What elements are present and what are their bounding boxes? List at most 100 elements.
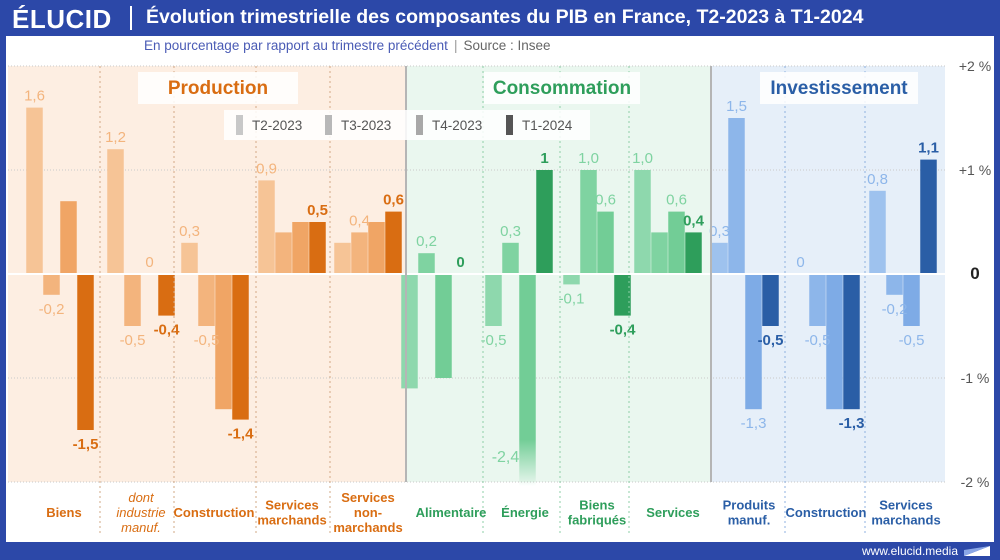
data-label: 0,6 — [383, 192, 404, 209]
bar — [869, 190, 886, 274]
bar — [843, 274, 860, 410]
data-label: -1,5 — [73, 436, 99, 453]
bar — [258, 180, 275, 274]
y-tick-label: +1 % — [959, 162, 991, 178]
bar — [597, 211, 614, 274]
y-tick-label: -2 % — [961, 474, 990, 490]
category-label-line: Services — [341, 490, 395, 505]
data-label: 1,0 — [578, 150, 599, 167]
bar — [762, 274, 779, 326]
logo-divider — [130, 6, 132, 30]
bar — [668, 211, 685, 274]
chart-subtitle: En pourcentage par rapport au trimestre … — [144, 38, 551, 53]
category-label-line: Services — [265, 498, 319, 513]
header-bar: ÉLUCID Évolution trimestrielle des compo… — [0, 0, 1000, 36]
bar — [920, 159, 937, 274]
category-label-line: Alimentaire — [416, 505, 487, 520]
bar — [536, 170, 553, 274]
category-label-line: marchands — [257, 513, 326, 528]
data-label: 1,2 — [105, 129, 126, 146]
data-label: 1,1 — [918, 140, 939, 157]
production-title: Production — [168, 78, 268, 99]
data-label: 0 — [796, 254, 804, 271]
bar — [435, 274, 452, 378]
bar — [292, 222, 309, 274]
data-label: -1,3 — [741, 415, 767, 432]
data-label: 0,4 — [683, 212, 705, 229]
data-label: 0,3 — [709, 223, 730, 240]
subtitle-separator: | — [453, 38, 458, 53]
legend-swatch — [325, 115, 332, 135]
category-label: Services non-marchands — [333, 490, 402, 535]
legend-label: T2-2023 — [252, 118, 302, 133]
legend-swatch — [506, 115, 513, 135]
flag-icon — [964, 546, 990, 556]
category-label: Construction — [174, 505, 255, 520]
legend-box — [224, 110, 590, 140]
data-label: -0,5 — [120, 332, 146, 349]
data-label: 0,8 — [867, 171, 888, 188]
chart-title: Évolution trimestrielle des composantes … — [146, 6, 864, 28]
bar — [351, 232, 368, 274]
data-label: 0 — [145, 254, 153, 271]
category-label-line: fabriqués — [568, 513, 627, 528]
data-label: -1,4 — [228, 426, 255, 443]
bar — [401, 274, 418, 389]
category-label: Services — [646, 505, 700, 520]
bar — [334, 242, 351, 274]
category-label: Alimentaire — [416, 505, 487, 520]
bar — [485, 274, 502, 326]
production-title-box — [138, 72, 298, 104]
bar — [634, 170, 651, 274]
category-label: Services marchands — [871, 498, 940, 528]
bar — [886, 274, 903, 295]
legend-label: T4-2023 — [432, 118, 482, 133]
category-label: Construction — [786, 505, 867, 520]
footer-url[interactable]: www.elucid.media — [861, 544, 958, 558]
data-label: 0,9 — [256, 160, 277, 177]
bar — [614, 274, 631, 316]
bar — [309, 222, 326, 274]
category-label: Services marchands — [257, 498, 326, 528]
data-label: -0,5 — [194, 332, 220, 349]
bar — [728, 118, 745, 274]
category-label-line: Énergie — [501, 505, 549, 520]
bar — [158, 274, 175, 316]
legend-label: T1-2024 — [522, 118, 573, 133]
investissement-title-box — [760, 72, 918, 104]
bar — [198, 274, 215, 326]
bar — [181, 242, 198, 274]
data-label: -0,5 — [481, 332, 507, 349]
data-label: -0,5 — [899, 332, 925, 349]
category-label: Biens — [46, 505, 81, 520]
data-label: 0,6 — [595, 192, 616, 209]
y-tick-label: -1 % — [961, 370, 990, 386]
data-label: 1,5 — [726, 98, 747, 115]
category-label-line: dont — [128, 490, 155, 505]
data-label: 1 — [540, 150, 548, 167]
bar — [275, 232, 292, 274]
subtitle-text: En pourcentage par rapport au trimestre … — [144, 38, 448, 53]
data-label: 0,2 — [416, 233, 437, 250]
category-label: Énergie — [501, 505, 549, 520]
data-label: -0,5 — [805, 332, 831, 349]
bar — [77, 274, 94, 430]
data-label: -0,4 — [154, 322, 181, 339]
bar — [685, 232, 702, 274]
bar — [418, 253, 435, 274]
investissement-title: Investissement — [770, 78, 908, 99]
category-label-line: Services — [879, 498, 933, 513]
category-label: Produits manuf. — [723, 498, 776, 528]
category-label-line: marchands — [333, 520, 402, 535]
category-label-line: Biens — [579, 498, 614, 513]
data-label: -0,2 — [882, 301, 908, 318]
category-label-line: manuf. — [728, 513, 771, 528]
legend-swatch — [236, 115, 243, 135]
bar — [215, 274, 232, 410]
data-label: -0,1 — [559, 290, 585, 307]
bar — [826, 274, 843, 410]
bar — [563, 274, 580, 285]
category-label-line: Construction — [786, 505, 867, 520]
consommation-title-box — [484, 72, 640, 104]
